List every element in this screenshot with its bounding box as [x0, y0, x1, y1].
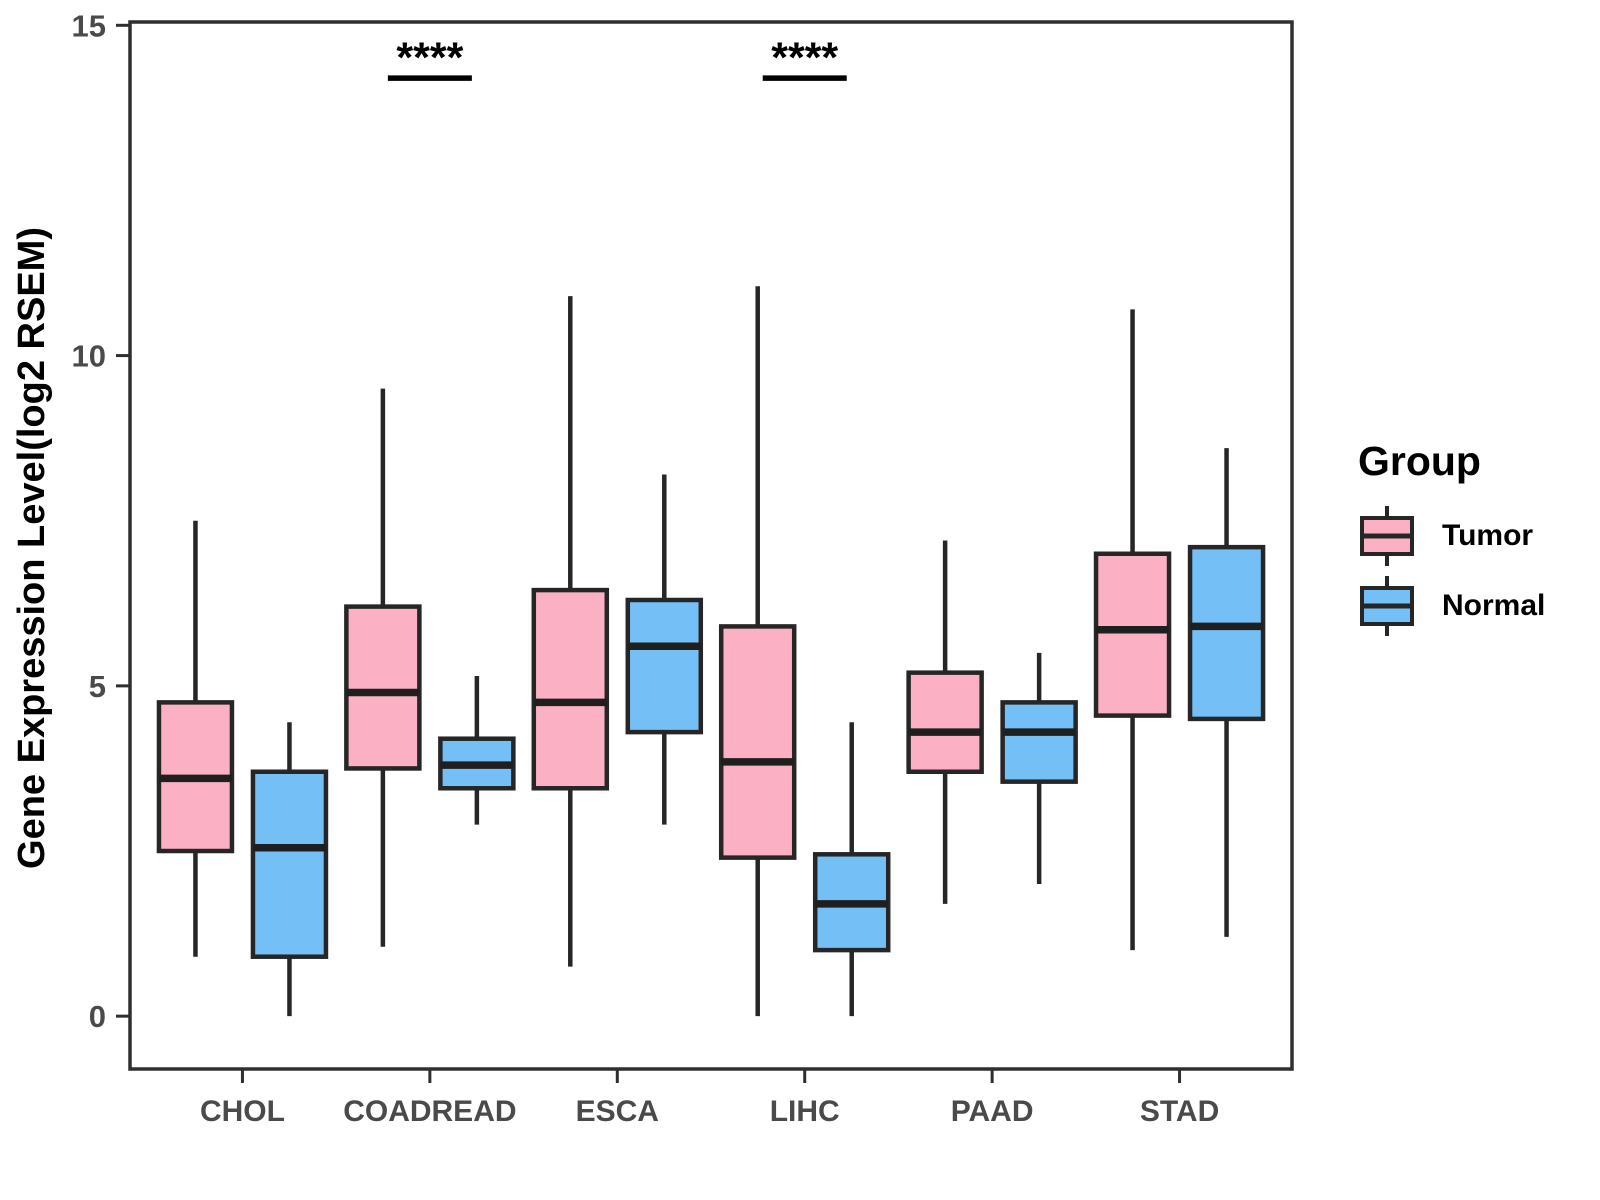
chart-layer: 0 5 10 15 CHOL COADREAD ESCA LIHC PAAD STAD **** **…: [72, 8, 1266, 1128]
box-LIHC-Tumor: [718, 624, 797, 860]
x-tick-label-PAAD: PAAD: [951, 1095, 1034, 1128]
box-ESCA-Normal: [625, 597, 704, 735]
panel-border: [128, 20, 1294, 1071]
normal-boxplot-key-icon: [1360, 576, 1414, 636]
tumor-boxplot-key-icon: [1360, 506, 1414, 566]
legend-label-normal: Normal: [1442, 589, 1546, 622]
legend-label-tumor: Tumor: [1442, 519, 1534, 552]
y-tick-label-15: 15: [72, 8, 106, 43]
box-CHOL-Normal: [250, 769, 329, 959]
x-tick-label-ESCA: ESCA: [576, 1095, 659, 1128]
significance-label-COADREAD: ****: [396, 34, 463, 82]
y-tick-label-0: 0: [89, 999, 106, 1034]
box-STAD-Tumor: [1093, 551, 1172, 718]
box-COADREAD-Tumor: [344, 604, 422, 771]
y-axis-title: Gene Expression Level(log2 RSEM): [11, 227, 53, 869]
x-tick-label-CHOL: CHOL: [200, 1095, 285, 1128]
legend-entry-tumor: Tumor: [1352, 501, 1545, 571]
x-tick-label-COADREAD: COADREAD: [343, 1095, 516, 1128]
x-tick-label-LIHC: LIHC: [770, 1095, 840, 1128]
legend-title: Group: [1358, 438, 1481, 484]
y-tick-label-5: 5: [89, 669, 106, 704]
legend-entry-normal: Normal: [1352, 571, 1545, 641]
significance-label-LIHC: ****: [771, 34, 838, 82]
box-PAAD-Normal: [1000, 700, 1078, 784]
y-tick-label-10: 10: [72, 339, 106, 374]
box-STAD-Normal: [1187, 544, 1266, 722]
x-tick-label-STAD: STAD: [1140, 1095, 1219, 1128]
box-ESCA-Tumor: [531, 587, 610, 791]
legend: Group Tumor Normal: [1352, 438, 1545, 641]
box-PAAD-Tumor: [906, 670, 984, 774]
